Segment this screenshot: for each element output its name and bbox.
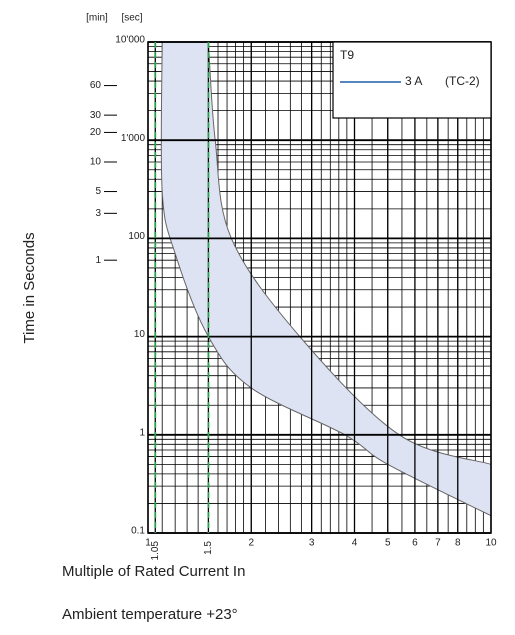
y2-tick-label: 5 — [95, 186, 101, 197]
y2-tick-label: 3 — [95, 208, 101, 219]
legend-label: (TC-2) — [445, 74, 480, 88]
y-tick-label: 10 — [134, 329, 146, 340]
legend-label: 3 A — [405, 74, 422, 88]
x-tick-label: 10 — [485, 538, 497, 549]
x-tick-label: 7 — [435, 538, 441, 549]
band-edge — [160, 41, 492, 517]
y-tick-label: 100 — [128, 231, 145, 242]
x-axis-label: Multiple of Rated Current In — [62, 563, 245, 580]
legend-box — [332, 41, 492, 119]
x-tick-label: 2 — [248, 538, 254, 549]
x-tick-label: 5 — [385, 538, 391, 549]
note: Ambient temperature +23° — [62, 606, 238, 623]
y2-tick-label: 20 — [90, 127, 102, 138]
x-tick-label: 8 — [455, 538, 461, 549]
y-unit: [sec] — [121, 13, 142, 24]
y2-unit: [min] — [86, 13, 108, 24]
y-axis-label: Time in Seconds — [21, 232, 38, 343]
y2-tick-label: 10 — [90, 157, 102, 168]
y2-tick-label: 30 — [90, 110, 102, 121]
y-tick-label: 0.1 — [131, 526, 145, 537]
y2-tick-label: 60 — [90, 80, 102, 91]
band-edge — [207, 41, 492, 465]
x-tick-label: 1 — [145, 538, 151, 549]
plot-frame — [147, 41, 492, 534]
x-tick-label: 1.05 — [150, 541, 161, 561]
x-tick-label: 1.5 — [203, 541, 214, 555]
y-tick-label: 1 — [139, 427, 145, 438]
y-tick-label: 10'000 — [115, 35, 145, 46]
x-tick-label: 3 — [309, 538, 315, 549]
x-tick-label: 4 — [352, 538, 358, 549]
x-tick-label: 6 — [412, 538, 418, 549]
legend-title: T9 — [340, 48, 354, 62]
y-tick-label: 1'000 — [121, 133, 146, 144]
y2-tick-label: 1 — [95, 255, 101, 266]
